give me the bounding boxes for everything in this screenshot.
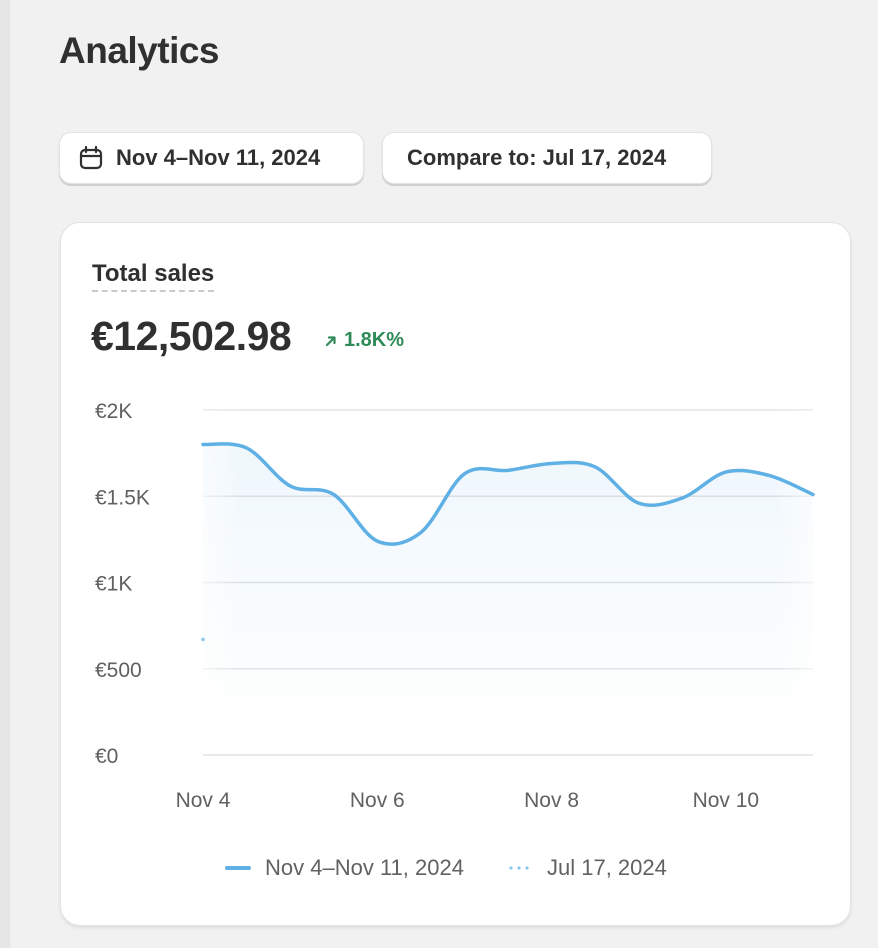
legend-swatch-solid bbox=[225, 866, 251, 870]
chart-legend: Nov 4–Nov 11, 2024 Jul 17, 2024 bbox=[61, 855, 852, 885]
x-tick-label: Nov 6 bbox=[350, 789, 405, 812]
x-tick-label: Nov 4 bbox=[176, 789, 231, 812]
legend-item-current[interactable]: Nov 4–Nov 11, 2024 bbox=[225, 855, 464, 881]
compare-button[interactable]: Compare to: Jul 17, 2024 bbox=[382, 132, 712, 184]
legend-swatch-dotted bbox=[507, 866, 533, 870]
calendar-icon bbox=[78, 145, 104, 171]
date-range-button[interactable]: Nov 4–Nov 11, 2024 bbox=[59, 132, 364, 184]
legend-item-compare[interactable]: Jul 17, 2024 bbox=[507, 855, 667, 881]
total-sales-card: Total sales €12,502.98 1.8K% €0 €500 €1K €1… bbox=[60, 222, 851, 926]
sales-chart: €0 €500 €1K €1.5K €2K Nov 4 Nov 6 Nov 8 Nov 10 bbox=[95, 400, 815, 812]
compare-label: Compare to: Jul 17, 2024 bbox=[407, 145, 667, 170]
y-tick-label: €1K bbox=[95, 573, 132, 596]
sidebar-edge bbox=[0, 0, 10, 948]
y-tick-label: €0 bbox=[95, 745, 118, 768]
metric-value: €12,502.98 bbox=[91, 313, 292, 359]
y-tick-label: €500 bbox=[95, 659, 142, 682]
area-fade-overlay bbox=[203, 410, 813, 725]
series-point-compare bbox=[201, 637, 205, 642]
x-tick-label: Nov 8 bbox=[524, 789, 579, 812]
page-title: Analytics bbox=[59, 30, 220, 71]
y-tick-label: €1.5K bbox=[95, 486, 150, 509]
delta-value: 1.8K% bbox=[344, 329, 405, 351]
legend-label-current: Nov 4–Nov 11, 2024 bbox=[265, 855, 464, 880]
y-tick-label: €2K bbox=[95, 400, 132, 423]
arrow-up-right-icon bbox=[325, 335, 336, 346]
metric-label[interactable]: Total sales bbox=[92, 260, 215, 292]
series-line-current[interactable] bbox=[201, 442, 815, 546]
legend-label-compare: Jul 17, 2024 bbox=[547, 855, 667, 880]
x-tick-label: Nov 10 bbox=[693, 789, 760, 812]
delta-badge: 1.8K% bbox=[323, 329, 404, 352]
date-range-label: Nov 4–Nov 11, 2024 bbox=[116, 145, 321, 170]
